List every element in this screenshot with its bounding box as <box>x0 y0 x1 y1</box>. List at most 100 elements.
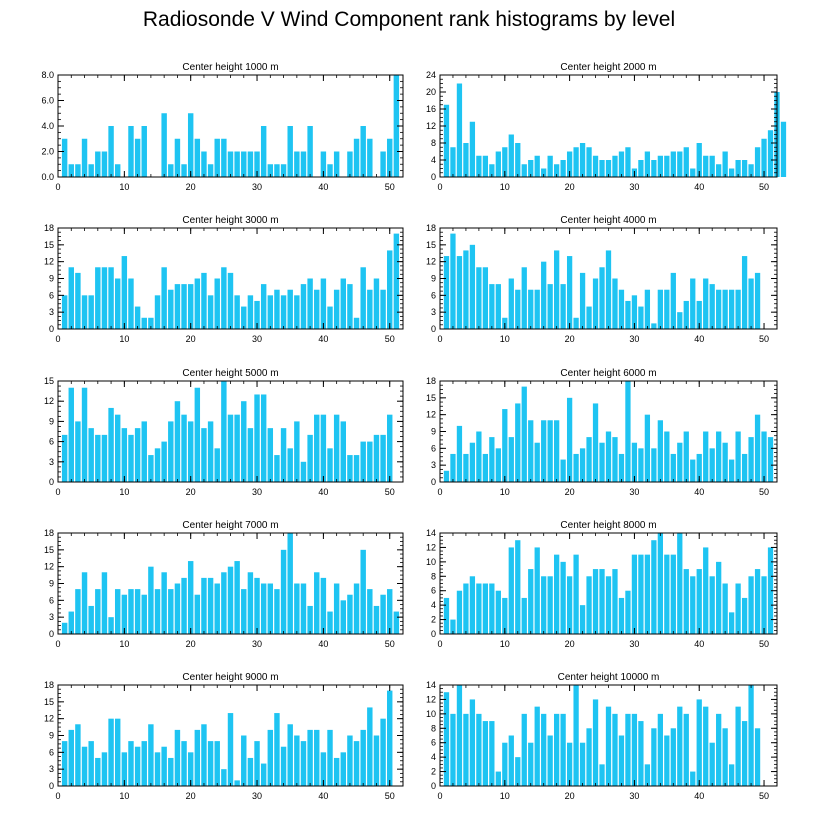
bar <box>625 300 631 329</box>
bar <box>81 295 88 329</box>
y-tick-label: 3 <box>431 460 436 470</box>
bar <box>81 746 88 786</box>
bar <box>456 425 463 482</box>
x-tick-label: 20 <box>565 487 575 497</box>
bar <box>534 155 540 177</box>
bar <box>387 414 393 482</box>
bar <box>134 428 141 482</box>
panel-title: Center height 5000 m <box>182 368 278 379</box>
x-tick-label: 40 <box>318 334 328 344</box>
bar <box>214 278 220 329</box>
bar <box>168 289 174 329</box>
bar <box>148 317 154 329</box>
bar <box>201 428 207 482</box>
x-tick-label: 50 <box>759 487 769 497</box>
y-tick-label: 3 <box>431 307 436 317</box>
bar <box>541 576 547 634</box>
panel-5: Center height 5000 m 0 10 20 30 40 50 0 3 6 9 12 15 <box>44 368 404 497</box>
bar <box>709 448 715 482</box>
bar <box>267 295 274 329</box>
bar <box>469 121 476 177</box>
bar <box>560 160 566 177</box>
bar <box>482 721 489 786</box>
bar <box>114 414 121 482</box>
panel-9: Center height 9000 m 0 10 20 30 40 50 0 3 6 9 12 15 1… <box>44 672 404 801</box>
x-tick-label: 10 <box>119 182 129 192</box>
bar <box>579 605 586 634</box>
bar <box>187 752 194 786</box>
bar <box>566 576 573 634</box>
bar <box>353 317 360 329</box>
bar <box>247 151 254 177</box>
bar <box>287 289 293 329</box>
y-tick-label: 18 <box>426 223 436 233</box>
bar <box>360 441 366 482</box>
bar <box>566 397 573 482</box>
panel-title: Center height 6000 m <box>560 368 656 379</box>
bar <box>716 713 722 786</box>
bar <box>534 547 540 634</box>
bar <box>618 289 625 329</box>
bar <box>267 428 274 482</box>
bar <box>521 267 527 329</box>
y-tick-label: 3 <box>49 457 54 467</box>
bar <box>274 589 280 634</box>
y-tick-label: 4.0 <box>41 121 54 131</box>
x-tick-label: 30 <box>252 182 262 192</box>
bar <box>187 113 194 177</box>
bar <box>387 138 393 177</box>
bar <box>134 589 141 634</box>
bar <box>547 284 553 329</box>
bar <box>148 724 154 786</box>
bar <box>201 272 207 329</box>
x-tick-label: 40 <box>694 334 704 344</box>
bar <box>644 151 651 177</box>
bar <box>463 250 469 329</box>
bar <box>260 284 267 329</box>
bar <box>754 147 761 177</box>
bar <box>214 138 220 177</box>
bar <box>227 272 234 329</box>
bar <box>340 600 346 634</box>
bar <box>154 752 161 786</box>
x-tick-label: 20 <box>186 487 196 497</box>
y-tick-label: 18 <box>44 680 54 690</box>
bar <box>703 706 709 786</box>
bar <box>267 164 274 177</box>
bar <box>618 735 625 786</box>
x-tick-label: 0 <box>437 487 442 497</box>
bar <box>187 421 194 482</box>
bar <box>560 561 566 634</box>
bar <box>287 448 293 482</box>
bar <box>592 278 599 329</box>
bar <box>75 589 81 634</box>
bar <box>274 713 280 786</box>
bar <box>709 155 715 177</box>
bar <box>61 295 68 329</box>
bar <box>274 289 280 329</box>
bar <box>554 250 560 329</box>
bar <box>502 742 508 786</box>
bar <box>573 317 579 329</box>
bar <box>761 138 767 177</box>
bar <box>489 284 495 329</box>
bar <box>108 267 114 329</box>
bar <box>554 554 560 634</box>
bar <box>690 771 696 786</box>
panel-title: Center height 9000 m <box>182 672 278 683</box>
bar <box>68 387 74 482</box>
bar <box>754 569 761 634</box>
bar <box>780 121 787 177</box>
bar <box>201 577 207 634</box>
bar <box>347 594 353 634</box>
x-tick-label: 0 <box>55 791 60 801</box>
y-tick-label: 6 <box>49 595 54 605</box>
bar <box>657 533 663 634</box>
bar <box>380 151 386 177</box>
bar <box>340 752 346 786</box>
bar <box>141 126 147 177</box>
bar <box>605 250 612 329</box>
bar <box>247 295 254 329</box>
bar <box>579 143 586 177</box>
y-tick-label: 20 <box>426 87 436 97</box>
